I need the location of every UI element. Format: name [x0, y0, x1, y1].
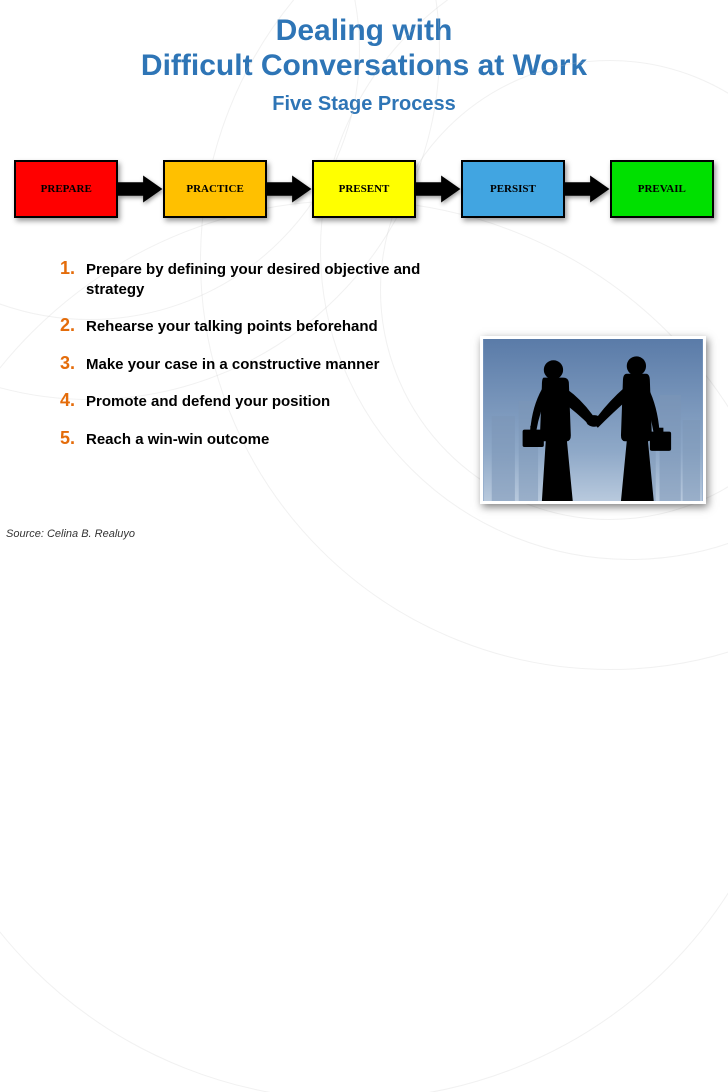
list-text: Prepare by defining your desired objecti… — [86, 260, 460, 299]
subtitle: Five Stage Process — [0, 93, 728, 116]
stage-prepare: PREPARE — [14, 160, 118, 218]
list-text: Make your case in a constructive manner — [86, 355, 379, 375]
list-number: 3. — [60, 353, 86, 374]
process-flow: PREPARE PRACTICE PRESENT PERSIST PREVAIL — [0, 160, 728, 218]
list-item: 4. Promote and defend your position — [60, 390, 460, 412]
stage-persist: PERSIST — [461, 160, 565, 218]
arrow-icon — [267, 175, 311, 203]
title-line-1: Dealing with — [0, 14, 728, 49]
arrow-icon — [565, 175, 609, 203]
list-text: Rehearse your talking points beforehand — [86, 317, 378, 337]
stage-prevail: PREVAIL — [610, 160, 714, 218]
list-item: 2. Rehearse your talking points beforeha… — [60, 315, 460, 337]
arrow-icon — [416, 175, 460, 203]
title-block: Dealing with Difficult Conversations at … — [0, 0, 728, 116]
steps-list: 1. Prepare by defining your desired obje… — [60, 258, 460, 465]
stage-practice: PRACTICE — [163, 160, 267, 218]
list-item: 5. Reach a win-win outcome — [60, 428, 460, 450]
list-item: 1. Prepare by defining your desired obje… — [60, 258, 460, 299]
list-number: 1. — [60, 258, 86, 279]
list-item: 3. Make your case in a constructive mann… — [60, 353, 460, 375]
arrow-icon — [118, 175, 162, 203]
title-line-2: Difficult Conversations at Work — [0, 49, 728, 84]
list-number: 5. — [60, 428, 86, 449]
list-text: Promote and defend your position — [86, 392, 330, 412]
handshake-photo — [480, 336, 706, 504]
source-credit: Source: Celina B. Realuyo — [6, 528, 135, 540]
list-text: Reach a win-win outcome — [86, 430, 269, 450]
list-number: 2. — [60, 315, 86, 336]
list-number: 4. — [60, 390, 86, 411]
stage-present: PRESENT — [312, 160, 416, 218]
